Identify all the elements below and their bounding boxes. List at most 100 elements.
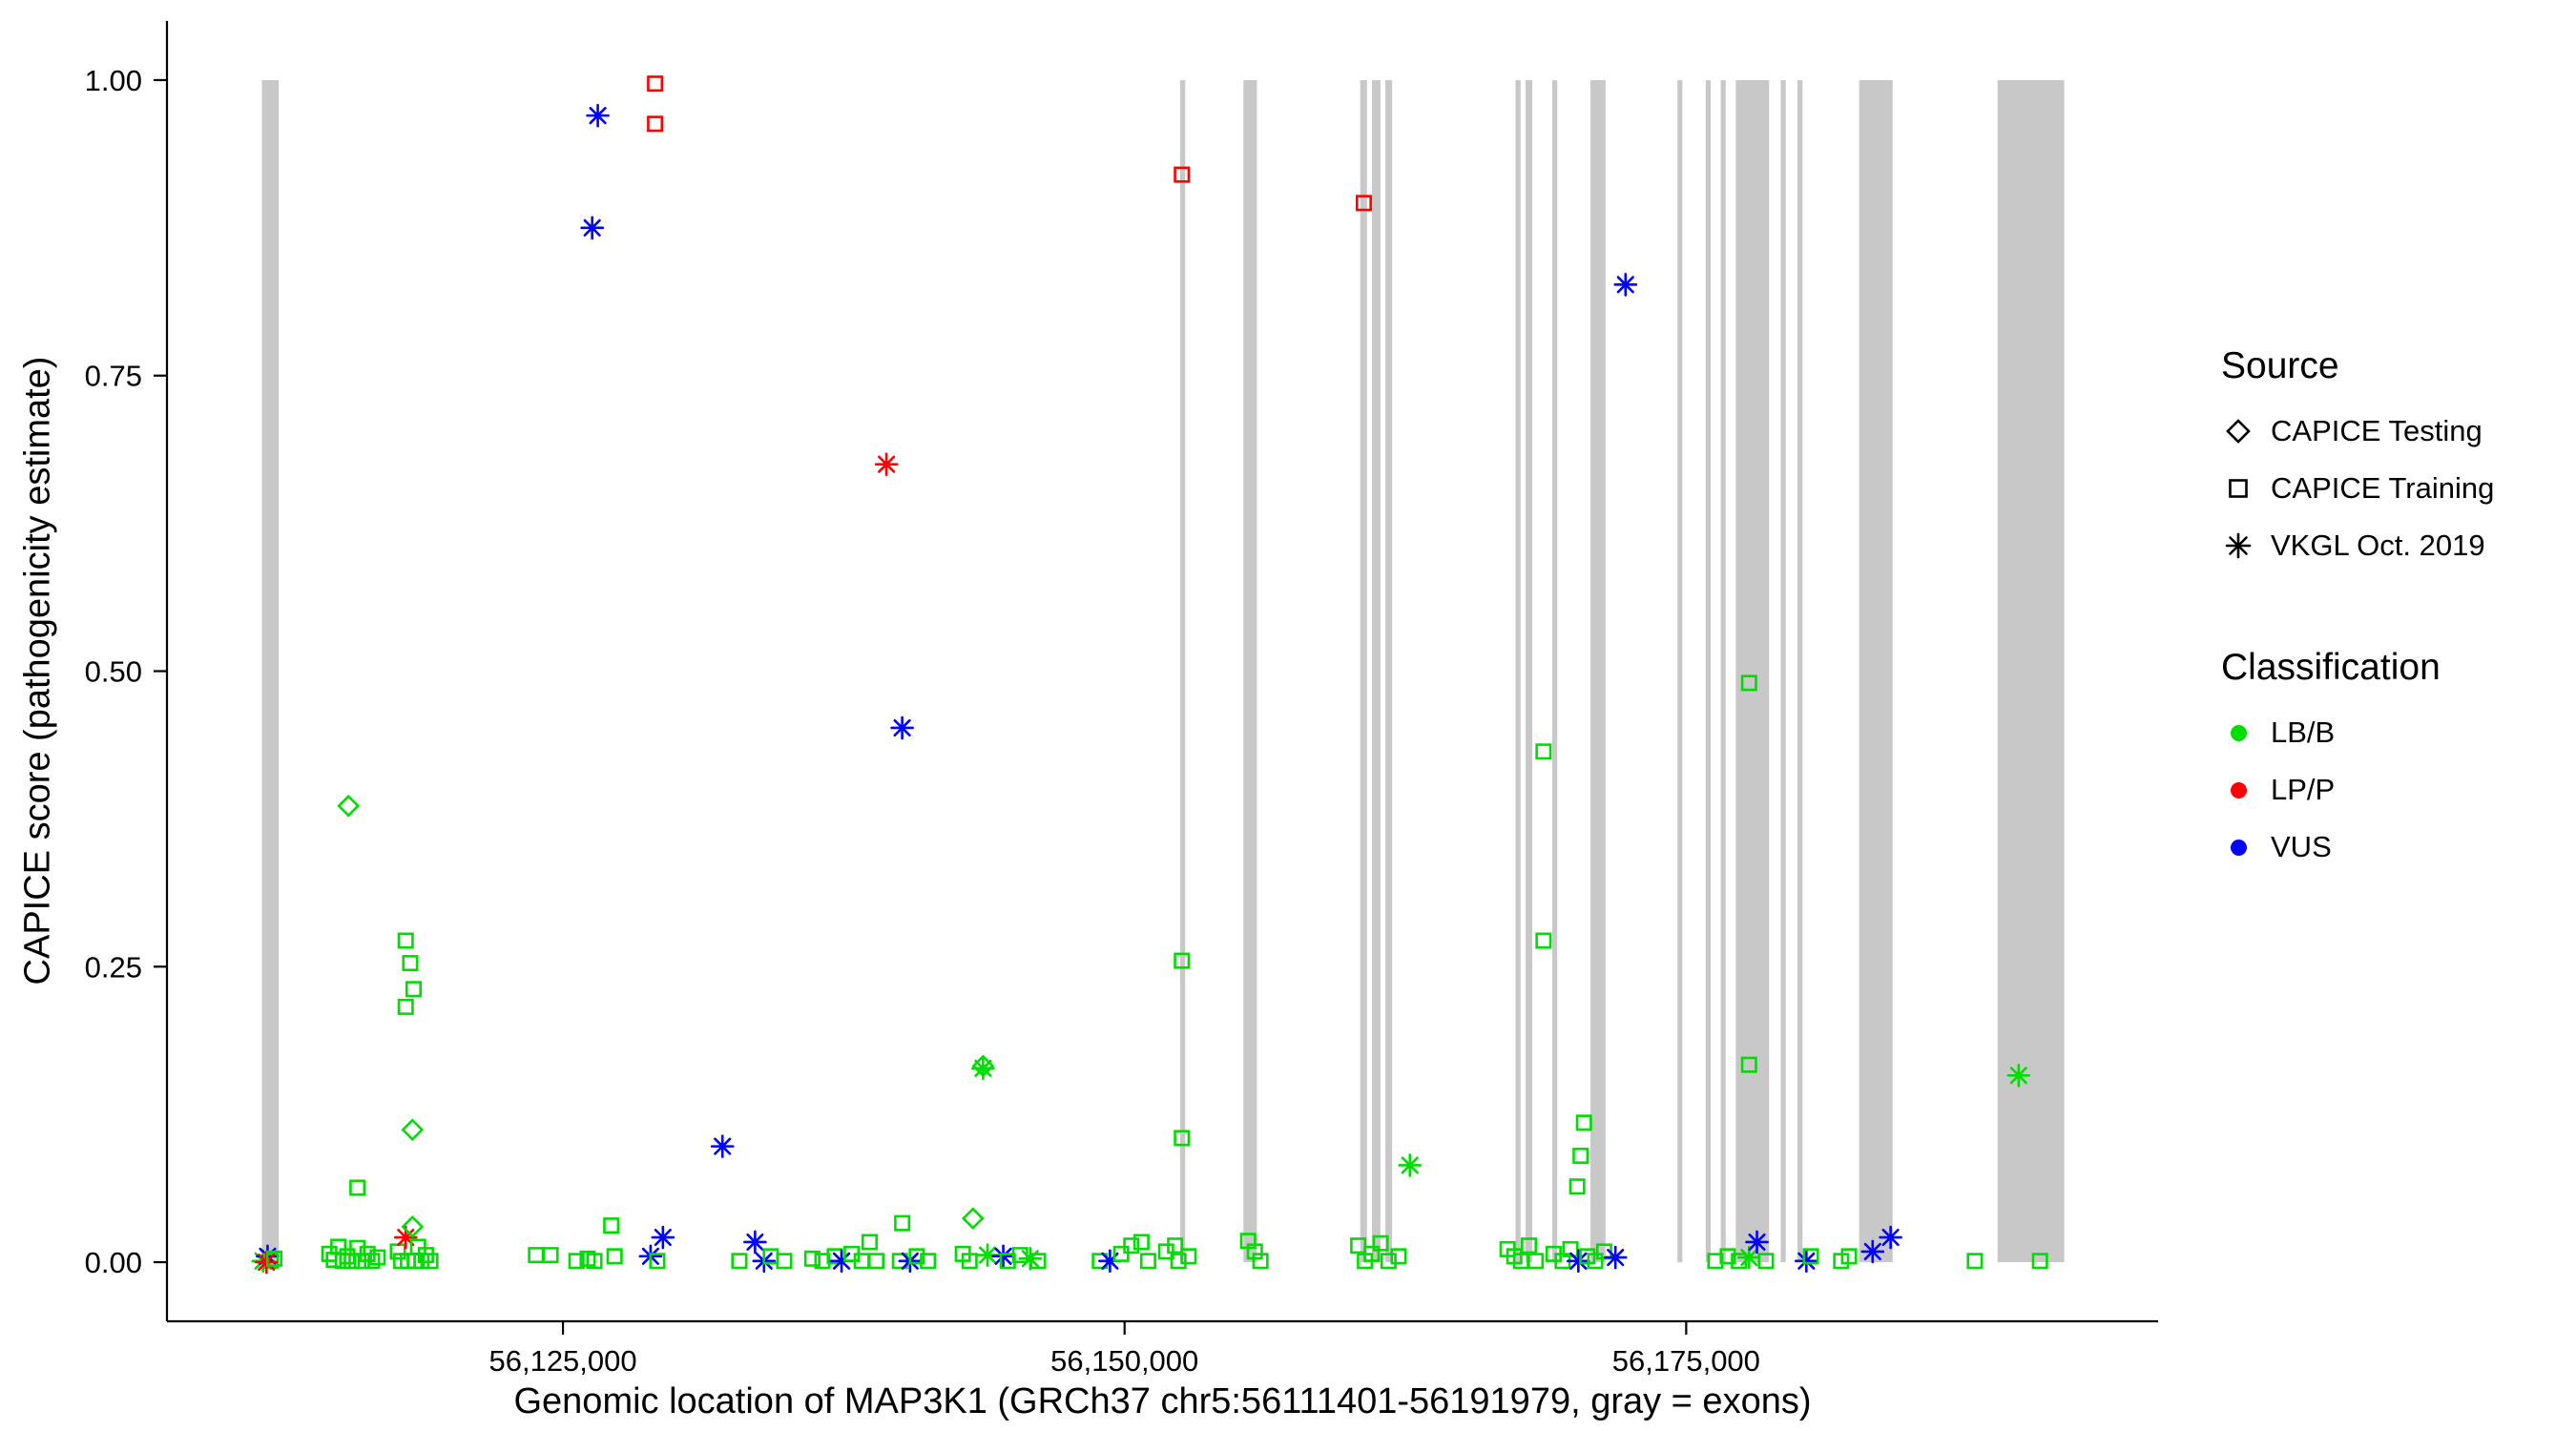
asterisk-spoke (654, 1228, 672, 1247)
x-axis-title: Genomic location of MAP3K1 (GRCh37 chr5:… (513, 1381, 1812, 1421)
data-point (814, 1253, 831, 1270)
square-marker-icon (1112, 1245, 1130, 1262)
exon-band (1360, 79, 1367, 1263)
square-marker-icon (908, 1248, 925, 1265)
square-marker-icon (920, 1253, 937, 1270)
legend-item-capice-training: CAPICE Training (2221, 471, 2565, 506)
data-point (647, 115, 664, 133)
square-marker-icon (603, 1217, 620, 1234)
y-tick-label: 0.25 (85, 950, 142, 984)
square-marker-icon (528, 1247, 545, 1264)
data-point (1372, 1234, 1389, 1252)
square-marker-icon (647, 115, 664, 133)
exon-band (1720, 79, 1726, 1263)
data-point (1112, 1245, 1130, 1262)
vus-dot-icon (2231, 839, 2247, 856)
square-marker-icon (1363, 1245, 1381, 1262)
data-point (1966, 1253, 1984, 1270)
asterisk-spoke (397, 1228, 415, 1247)
data-point (649, 1253, 666, 1270)
data-point (1527, 1253, 1545, 1270)
data-point (339, 1248, 356, 1265)
exon-band (1859, 79, 1893, 1263)
data-point (397, 998, 414, 1015)
square-marker-icon (1757, 1253, 1775, 1270)
square-marker-icon (1562, 1240, 1579, 1257)
square-marker-icon (1372, 1234, 1389, 1252)
square-marker-icon (961, 1253, 978, 1270)
exon-band (1385, 79, 1393, 1263)
data-point (647, 75, 664, 93)
data-point (266, 1250, 283, 1267)
square-marker-icon (402, 955, 419, 972)
data-point (1174, 1130, 1191, 1147)
square-marker-icon (606, 1248, 623, 1265)
data-point (1380, 1253, 1397, 1270)
square-marker-icon (1572, 1148, 1589, 1165)
data-point (1740, 674, 1757, 692)
data-point (1802, 1248, 1819, 1265)
square-marker-icon (1380, 1253, 1397, 1270)
data-point (1167, 1237, 1184, 1255)
asterisk-marker-icon (2225, 532, 2252, 559)
square-marker-icon (1174, 1130, 1191, 1147)
data-point (961, 1207, 985, 1231)
asterisk-marker-icon (1745, 1230, 1769, 1255)
legend-item-vus: VUS (2221, 830, 2565, 864)
square-marker-icon (1174, 952, 1191, 969)
data-point (334, 1253, 351, 1270)
square-marker-icon (568, 1253, 585, 1270)
data-point (2006, 1063, 2031, 1088)
exon-band (1371, 79, 1381, 1263)
data-point (894, 1214, 911, 1232)
asterisk-marker-icon (1736, 1245, 1761, 1270)
square-marker-icon (389, 1243, 406, 1260)
exon-band (1243, 79, 1257, 1263)
asterisk-marker-icon (1603, 1245, 1628, 1270)
square-marker-icon (343, 1253, 361, 1270)
diamond-marker-icon (401, 1215, 425, 1238)
asterisk-marker-icon (586, 103, 610, 128)
exon-band (1705, 79, 1712, 1263)
data-point (542, 1247, 559, 1264)
square-marker-icon (1252, 1253, 1269, 1270)
data-point (861, 1234, 878, 1251)
square-marker-icon (731, 1253, 748, 1270)
square-marker-icon (1575, 1114, 1592, 1131)
asterisk-marker-icon (2006, 1063, 2031, 1088)
data-point (586, 103, 610, 128)
square-marker-icon (349, 1179, 366, 1196)
data-point (890, 716, 914, 740)
asterisk-spoke (1863, 1242, 1881, 1260)
square-marker-icon (1840, 1248, 1858, 1265)
legend-item-lpp: LP/P (2221, 773, 2565, 807)
legend-item-lbb: LB/B (2221, 716, 2565, 750)
data-point (731, 1253, 748, 1270)
asterisk-spoke (832, 1252, 851, 1270)
square-marker-icon (1132, 1234, 1150, 1251)
square-marker-icon (1535, 932, 1552, 949)
square-marker-icon (1029, 1253, 1047, 1270)
data-point (1719, 1248, 1736, 1265)
legend: Source CAPICE Testing CAPICE Training (2221, 345, 2565, 887)
data-point (568, 1253, 585, 1270)
legend-classification-group: Classification LB/B LP/P VUS (2221, 647, 2565, 864)
square-marker-icon (1521, 1237, 1538, 1255)
square-marker-icon (1139, 1253, 1156, 1270)
data-point (528, 1247, 545, 1264)
exon-band (1997, 79, 2065, 1263)
asterisk-spoke (1569, 1252, 1588, 1270)
exon-band (1179, 79, 1186, 1263)
square-marker-icon (1966, 1253, 1984, 1270)
diamond-marker-icon (337, 794, 361, 818)
square-marker-icon (339, 1248, 356, 1265)
data-point (803, 1250, 821, 1267)
data-point (405, 981, 422, 998)
asterisk-spoke (583, 218, 601, 237)
y-tick-label: 0.75 (85, 360, 142, 393)
asterisk-marker-icon (971, 1056, 995, 1081)
data-point (1132, 1234, 1150, 1251)
data-point (1350, 1237, 1367, 1255)
square-marker-icon (1740, 1056, 1757, 1073)
data-point (1757, 1253, 1775, 1270)
